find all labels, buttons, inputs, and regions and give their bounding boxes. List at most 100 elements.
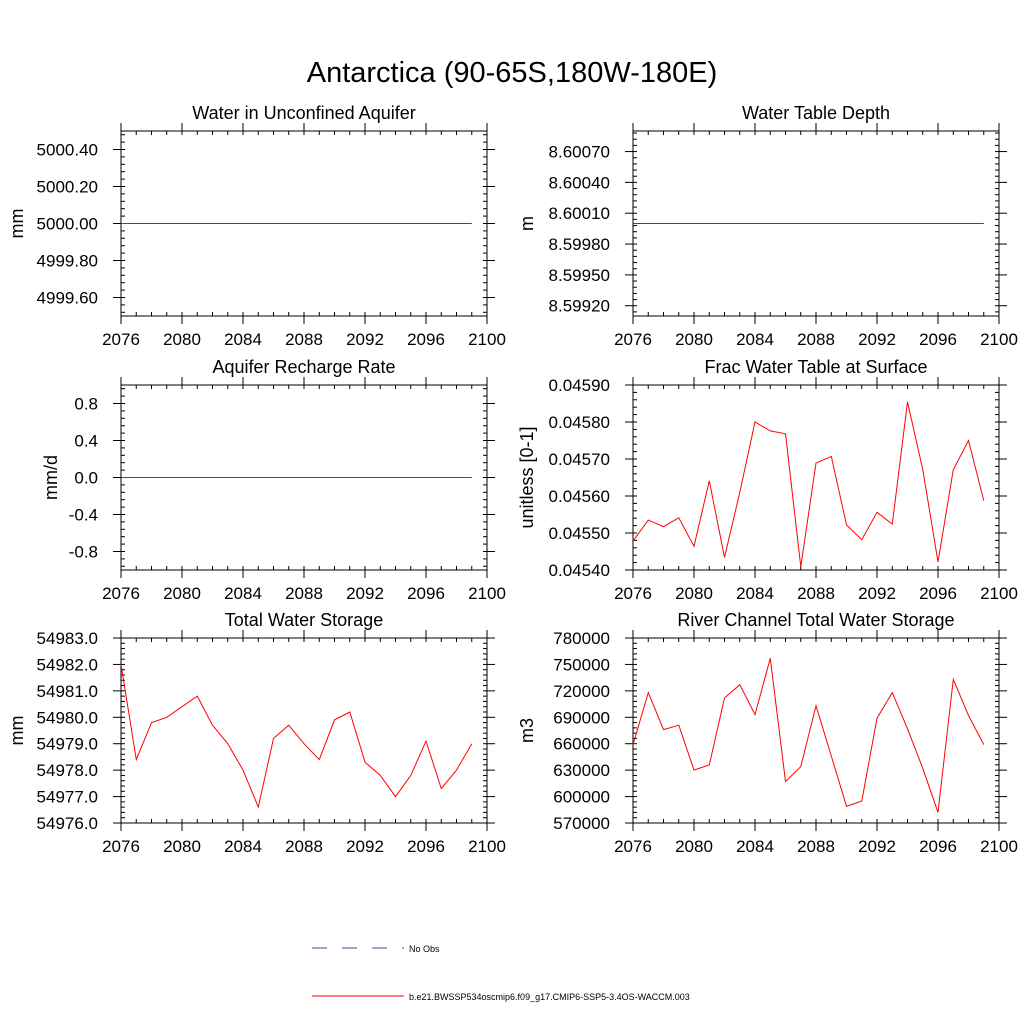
y-tick-label: 0.8 — [74, 395, 98, 414]
x-tick-label: 2084 — [736, 584, 774, 603]
y-axis-label: unitless [0-1] — [517, 426, 537, 528]
y-tick-label: 5000.20 — [37, 178, 98, 197]
legend-label-no-obs: No Obs — [409, 944, 440, 954]
legend-item-model: b.e21.BWSSP534oscmip6.f09_g17.CMIP6-SSP5… — [312, 992, 690, 1002]
panel-title: Water in Unconfined Aquifer — [192, 103, 415, 123]
x-tick-label: 2100 — [468, 584, 506, 603]
x-tick-label: 2092 — [346, 584, 384, 603]
series-line — [120, 664, 473, 809]
x-tick-label: 2084 — [224, 837, 262, 856]
y-tick-label: 54979.0 — [37, 735, 98, 754]
chart-panel-1: 2076 2080 2084 2088 2092 2096 2100 4999.60 4999.… — [7, 103, 506, 349]
x-tick-label: 2076 — [102, 584, 140, 603]
y-tick-label: 54976.0 — [37, 814, 98, 833]
y-axis-label: m3 — [517, 718, 537, 743]
x-tick-label: 2096 — [919, 837, 957, 856]
y-tick-label: 0.4 — [74, 432, 98, 451]
series-line — [632, 658, 985, 813]
panel-title: Total Water Storage — [225, 610, 383, 630]
y-tick-label: 8.60070 — [549, 143, 610, 162]
plot-frame — [120, 637, 488, 824]
x-tick-label: 2076 — [614, 837, 652, 856]
y-tick-label: 0.04570 — [549, 450, 610, 469]
y-tick-label: 8.59980 — [549, 235, 610, 254]
y-tick-label: 690000 — [553, 708, 610, 727]
panel-title: Frac Water Table at Surface — [704, 357, 927, 377]
x-tick-label: 2088 — [797, 584, 835, 603]
y-tick-label: 780000 — [553, 629, 610, 648]
y-tick-label: 54980.0 — [37, 708, 98, 727]
x-tick-label: 2076 — [614, 584, 652, 603]
x-tick-label: 2076 — [102, 837, 140, 856]
x-tick-label: 2096 — [919, 330, 957, 349]
x-tick-label: 2100 — [980, 837, 1018, 856]
y-tick-label: 54981.0 — [37, 682, 98, 701]
y-tick-label: 4999.80 — [37, 252, 98, 271]
chart-panel-6: 2076 2080 2084 2088 2092 2096 2100 570000 600000… — [517, 610, 1018, 856]
plot-frame — [632, 384, 1000, 571]
legend: No Obs b.e21.BWSSP534oscmip6.f09_g17.CMI… — [312, 944, 690, 1002]
y-tick-label: 750000 — [553, 655, 610, 674]
chart-panel-5: 2076 2080 2084 2088 2092 2096 2100 54976.0 54977… — [7, 610, 506, 856]
y-tick-label: 8.60010 — [549, 204, 610, 223]
y-tick-label: 630000 — [553, 761, 610, 780]
x-tick-label: 2092 — [858, 330, 896, 349]
x-tick-label: 2088 — [285, 330, 323, 349]
legend-label-model: b.e21.BWSSP534oscmip6.f09_g17.CMIP6-SSP5… — [409, 992, 690, 1002]
y-tick-label: 8.59950 — [549, 266, 610, 285]
y-tick-label: 0.04560 — [549, 487, 610, 506]
x-tick-label: 2084 — [736, 837, 774, 856]
y-tick-label: 5000.40 — [37, 141, 98, 160]
x-tick-label: 2084 — [224, 584, 262, 603]
y-tick-label: 54977.0 — [37, 788, 98, 807]
y-tick-label: 0.0 — [74, 469, 98, 488]
x-tick-label: 2080 — [675, 584, 713, 603]
y-tick-label: 0.04550 — [549, 524, 610, 543]
y-axis-label: m — [517, 216, 537, 231]
y-tick-label: 4999.60 — [37, 289, 98, 308]
x-tick-label: 2076 — [614, 330, 652, 349]
x-tick-label: 2080 — [163, 330, 201, 349]
x-tick-label: 2100 — [980, 330, 1018, 349]
y-tick-label: 54983.0 — [37, 629, 98, 648]
x-tick-label: 2080 — [163, 837, 201, 856]
y-tick-label: 8.59920 — [549, 297, 610, 316]
y-tick-label: 720000 — [553, 682, 610, 701]
y-axis-label: mm — [7, 209, 27, 239]
x-tick-label: 2100 — [468, 837, 506, 856]
y-axis-label: mm/d — [41, 455, 61, 500]
x-tick-label: 2092 — [346, 330, 384, 349]
panels: 2076 2080 2084 2088 2092 2096 2100 4999.60 4999.… — [7, 103, 1018, 856]
y-tick-label: 5000.00 — [37, 215, 98, 234]
x-tick-label: 2092 — [346, 837, 384, 856]
y-tick-label: 660000 — [553, 735, 610, 754]
x-tick-label: 2076 — [102, 330, 140, 349]
x-tick-label: 2088 — [797, 330, 835, 349]
y-tick-label: -0.4 — [69, 506, 98, 525]
x-tick-label: 2088 — [797, 837, 835, 856]
x-tick-label: 2096 — [407, 584, 445, 603]
plot-frame — [632, 637, 1000, 824]
x-tick-label: 2080 — [675, 837, 713, 856]
series-line — [632, 401, 985, 567]
y-tick-label: 0.04590 — [549, 376, 610, 395]
chart-panel-2: 2076 2080 2084 2088 2092 2096 2100 8.59920 8.599… — [517, 103, 1018, 349]
x-tick-label: 2100 — [468, 330, 506, 349]
y-tick-label: 54982.0 — [37, 655, 98, 674]
y-tick-label: 600000 — [553, 788, 610, 807]
chart-panel-4: 2076 2080 2084 2088 2092 2096 2100 0.04540 0.045… — [517, 357, 1018, 603]
panel-title: Water Table Depth — [742, 103, 890, 123]
x-tick-label: 2084 — [736, 330, 774, 349]
y-tick-label: 0.04580 — [549, 413, 610, 432]
y-tick-label: -0.8 — [69, 543, 98, 562]
y-axis-label: mm — [7, 716, 27, 746]
y-tick-label: 54978.0 — [37, 761, 98, 780]
x-tick-label: 2096 — [407, 837, 445, 856]
panel-title: River Channel Total Water Storage — [677, 610, 954, 630]
x-tick-label: 2080 — [675, 330, 713, 349]
y-tick-label: 0.04540 — [549, 561, 610, 580]
y-tick-label: 570000 — [553, 814, 610, 833]
x-tick-label: 2092 — [858, 584, 896, 603]
x-tick-label: 2084 — [224, 330, 262, 349]
